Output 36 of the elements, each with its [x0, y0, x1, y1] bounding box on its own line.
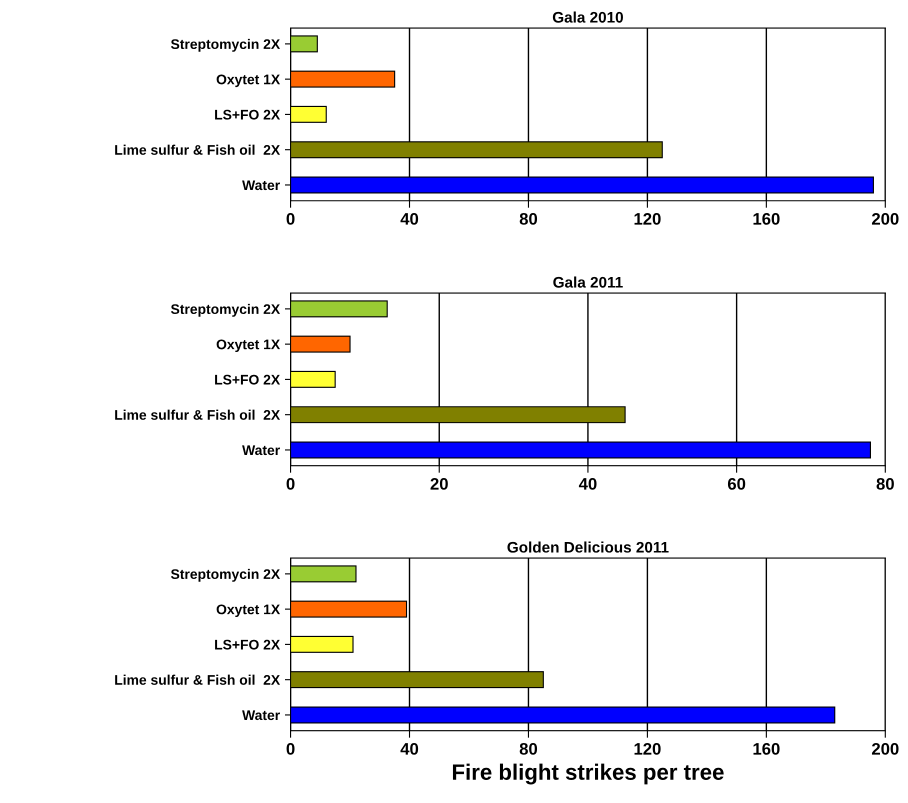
x-tick-label: 200	[872, 212, 899, 225]
y-tick-label: LS+FO 2X	[215, 640, 280, 650]
y-tick-label: Streptomycin 2X	[170, 38, 280, 52]
x-tick-label: 160	[754, 742, 780, 755]
x-tick-label: 120	[634, 212, 661, 225]
y-tick-label: Streptomycin 2X	[170, 304, 280, 317]
y-tick-label: Streptomycin 2X	[170, 568, 280, 582]
y-tick-label: Water	[242, 710, 280, 720]
x-tick-label: 120	[634, 742, 661, 755]
chart-title: Gala 2010	[552, 11, 623, 23]
chart-title: Gala 2011	[553, 276, 623, 288]
y-tick-label: Lime sulfur & Fish oil 2X	[115, 674, 280, 685]
chart-title: Golden Delicious 2011	[507, 541, 669, 553]
x-tick-label: 20	[430, 478, 448, 490]
y-tick-label: LS+FO 2X	[215, 374, 280, 385]
x-tick-label: 60	[728, 478, 746, 490]
x-tick-label: 80	[520, 742, 538, 755]
x-tick-label: 80	[876, 478, 894, 490]
y-tick-label: Oxytet 1X	[216, 339, 280, 352]
y-tick-label: Water	[242, 445, 280, 456]
y-tick-label: LS+FO 2X	[215, 110, 280, 120]
x-tick-label: 40	[578, 478, 597, 490]
x-tick-label: 0	[286, 212, 295, 225]
y-tick-label: Oxytet 1X	[216, 74, 280, 88]
y-tick-label: Oxytet 1X	[216, 604, 280, 618]
y-tick-label: Lime sulfur & Fish oil 2X	[115, 410, 280, 420]
x-tick-label: 0	[286, 742, 295, 755]
x-axis-title: Fire blight strikes per tree	[452, 764, 724, 784]
x-tick-label: 40	[400, 742, 418, 755]
x-tick-label: 80	[520, 212, 538, 225]
x-tick-label: 0	[286, 478, 295, 490]
y-tick-label: Water	[242, 180, 280, 190]
x-tick-label: 160	[754, 212, 780, 225]
x-tick-label: 200	[872, 742, 899, 755]
x-tick-label: 40	[400, 212, 418, 225]
y-tick-label: Lime sulfur & Fish oil 2X	[115, 144, 280, 155]
